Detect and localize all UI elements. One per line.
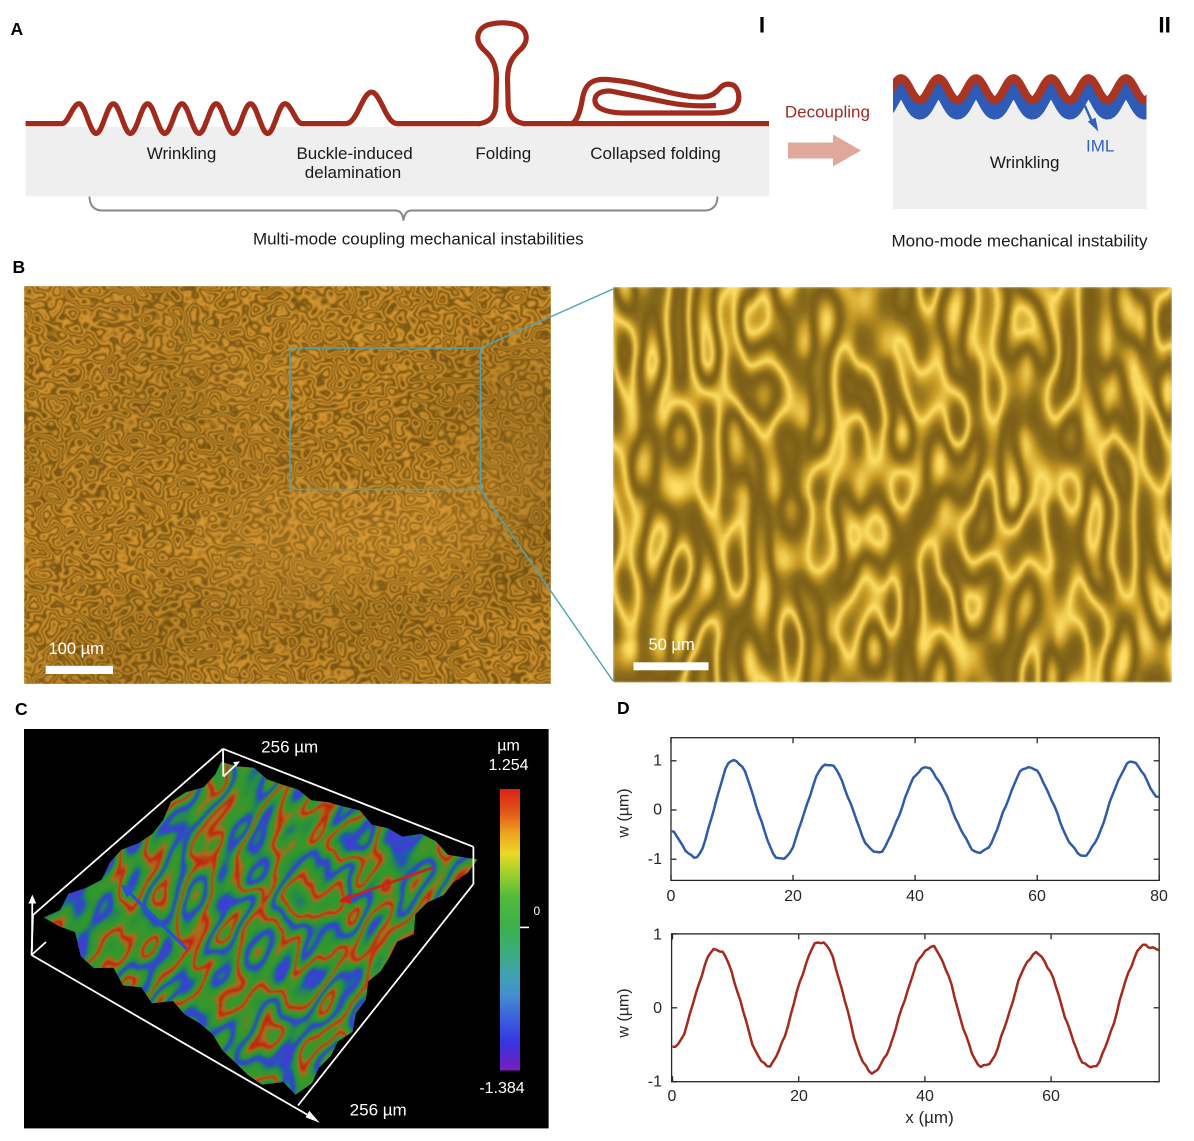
svg-text:B: B bbox=[13, 257, 26, 277]
svg-text:Buckle-induced: Buckle-induced bbox=[296, 144, 412, 163]
svg-text:Mono-mode mechanical instabili: Mono-mode mechanical instability bbox=[891, 231, 1148, 250]
svg-text:w (µm): w (µm) bbox=[616, 788, 633, 838]
svg-text:0: 0 bbox=[653, 1000, 662, 1017]
svg-text:Wrinkling: Wrinkling bbox=[147, 144, 217, 163]
svg-text:Wrinkling: Wrinkling bbox=[990, 153, 1060, 172]
svg-text:0: 0 bbox=[653, 802, 662, 819]
svg-text:20: 20 bbox=[790, 1088, 808, 1105]
svg-text:0: 0 bbox=[668, 1088, 677, 1105]
svg-text:x (µm): x (µm) bbox=[905, 1108, 954, 1127]
svg-text:50 µm: 50 µm bbox=[649, 636, 695, 654]
svg-text:Multi-mode coupling mechanical: Multi-mode coupling mechanical instabili… bbox=[253, 229, 584, 248]
svg-text:40: 40 bbox=[916, 1088, 934, 1105]
svg-text:256 µm: 256 µm bbox=[261, 738, 318, 757]
svg-text:Decoupling: Decoupling bbox=[785, 103, 870, 122]
svg-text:Folding: Folding bbox=[475, 144, 531, 163]
svg-text:w (µm): w (µm) bbox=[616, 988, 633, 1038]
svg-text:1: 1 bbox=[653, 752, 662, 769]
svg-text:80: 80 bbox=[1150, 888, 1168, 905]
svg-text:-1.384: -1.384 bbox=[479, 1080, 524, 1097]
svg-text:100 µm: 100 µm bbox=[49, 640, 104, 658]
svg-text:0: 0 bbox=[667, 888, 676, 905]
svg-text:60: 60 bbox=[1042, 1088, 1060, 1105]
svg-text:-1: -1 bbox=[648, 851, 662, 868]
svg-text:A: A bbox=[11, 19, 24, 39]
svg-text:1.254: 1.254 bbox=[488, 757, 528, 774]
svg-text:D: D bbox=[617, 698, 630, 718]
svg-text:delamination: delamination bbox=[305, 163, 401, 182]
svg-text:1: 1 bbox=[653, 927, 662, 944]
svg-text:Collapsed folding: Collapsed folding bbox=[590, 144, 720, 163]
svg-text:0: 0 bbox=[534, 904, 541, 918]
svg-text:C: C bbox=[15, 699, 28, 719]
svg-text:II: II bbox=[1158, 13, 1171, 38]
svg-text:20: 20 bbox=[784, 888, 802, 905]
svg-text:I: I bbox=[759, 13, 765, 38]
svg-text:40: 40 bbox=[906, 888, 924, 905]
svg-text:256 µm: 256 µm bbox=[350, 1101, 407, 1120]
svg-text:60: 60 bbox=[1028, 888, 1046, 905]
svg-text:IML: IML bbox=[1086, 137, 1114, 156]
svg-text:µm: µm bbox=[497, 738, 520, 755]
svg-text:-1: -1 bbox=[648, 1074, 662, 1091]
